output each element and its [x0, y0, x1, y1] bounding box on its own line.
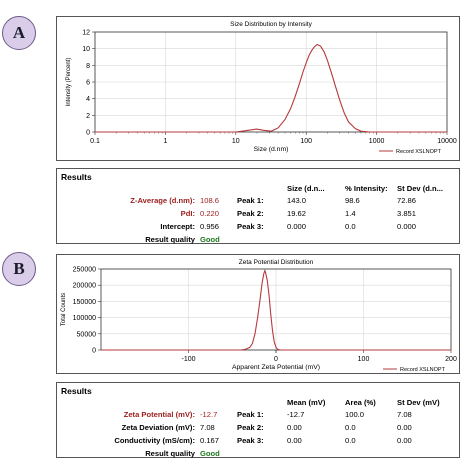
chart-title: Size Distribution by Intensity: [230, 21, 312, 28]
y-tick-label: 2: [86, 113, 90, 120]
peak-value: -12.7: [287, 410, 305, 419]
peak-value: 0.0: [345, 222, 356, 231]
size-results-table: Results Size (d.n... % Intensity: St Dev (d…: [57, 169, 459, 244]
panel-a-badge: A: [2, 16, 36, 50]
panel-b-badge: B: [2, 252, 36, 286]
result-value: 0.220: [200, 209, 220, 218]
peak-label: Peak 3:: [237, 436, 264, 445]
size-distribution-chart: Size Distribution by Intensity 0 2 4 6 8 10 12 0…: [66, 21, 457, 155]
x-tick-label: 200: [445, 356, 457, 363]
peak-value: 0.00: [287, 423, 302, 432]
legend-label: Record XSLNOPT: [396, 149, 442, 155]
result-label: Conductivity (mS/cm):: [114, 436, 195, 445]
x-tick-label: 10: [232, 138, 240, 145]
x-tick-label: 1: [163, 138, 167, 145]
results-column-header: Mean (mV): [287, 398, 326, 407]
panel-b-letter: B: [13, 259, 25, 278]
peak-label: Peak 3:: [237, 222, 264, 231]
zeta-results-table: Results Mean (mV) Area (%) St Dev (mV) Zeta …: [57, 383, 459, 458]
result-value: 0.167: [200, 436, 220, 445]
peak-value: 98.6: [345, 196, 360, 205]
zeta-potential-chart: Zeta Potential Distribution 0 50000 100000 1…: [61, 259, 457, 373]
x-tick-label: 100: [300, 138, 312, 145]
plot-frame: [100, 268, 452, 351]
x-tick-label: 100: [358, 356, 370, 363]
peak-value: 0.00: [397, 436, 412, 445]
y-tick-label: 8: [86, 63, 90, 70]
peak-value: 143.0: [287, 196, 307, 205]
peak-label: Peak 2:: [237, 423, 264, 432]
results-column-header: St Dev (d.n...: [397, 184, 443, 193]
zeta-chart-panel: Zeta Potential Distribution 0 50000 100000 1…: [56, 254, 460, 374]
result-value: 7.08: [200, 423, 215, 432]
y-tick-label: 10: [82, 46, 90, 53]
result-label: Zeta Deviation (mV):: [121, 423, 195, 432]
y-axis-label: Total Counts: [61, 293, 67, 326]
y-tick-label: 150000: [73, 299, 96, 306]
results-column-header: Area (%): [345, 398, 376, 407]
results-heading: Results: [61, 172, 92, 182]
result-quality-label: Result quality: [145, 235, 195, 244]
plot-frame: [94, 31, 448, 133]
size-results-panel: Results Size (d.n... % Intensity: St Dev (d…: [56, 168, 460, 244]
peak-value: 100.0: [345, 410, 365, 419]
y-tick-label: 12: [82, 30, 90, 37]
y-tick-label: 0: [86, 130, 90, 137]
result-quality-label: Result quality: [145, 449, 195, 458]
peak-label: Peak 1:: [237, 196, 264, 205]
results-column-header: Size (d.n...: [287, 184, 325, 193]
y-tick-label: 6: [86, 80, 90, 87]
x-tick-label: 0: [274, 356, 278, 363]
peak-value: 3.851: [397, 209, 417, 218]
panel-a-letter: A: [12, 23, 26, 42]
x-tick-label: -100: [181, 356, 195, 363]
y-tick-label: 200000: [73, 283, 96, 290]
x-axis-label: Apparent Zeta Potential (mV): [232, 364, 320, 371]
y-tick-label: 100000: [73, 315, 96, 322]
chart-title: Zeta Potential Distribution: [239, 259, 314, 266]
result-value: -12.7: [200, 410, 218, 419]
series-line: [95, 43, 447, 133]
peak-value: 0.000: [287, 222, 307, 231]
peak-value: 0.000: [397, 222, 417, 231]
x-axis-label: Size (d.nm): [254, 146, 289, 153]
peak-value: 0.0: [345, 436, 356, 445]
x-tick-label: 1000: [369, 138, 385, 145]
results-heading: Results: [61, 386, 92, 396]
peak-value: 72.86: [397, 196, 417, 205]
peak-value: 0.00: [397, 423, 412, 432]
result-label: Zeta Potential (mV):: [123, 410, 195, 419]
peak-label: Peak 2:: [237, 209, 264, 218]
peak-value: 1.4: [345, 209, 356, 218]
y-tick-label: 0: [92, 348, 96, 355]
peak-value: 19.62: [287, 209, 307, 218]
x-tick-label: 10000: [437, 138, 457, 145]
result-label: Z-Average (d.nm):: [130, 196, 195, 205]
peak-label: Peak 1:: [237, 410, 264, 419]
result-label: Intercept:: [160, 222, 195, 231]
zeta-results-panel: Results Mean (mV) Area (%) St Dev (mV) Zeta …: [56, 382, 460, 458]
result-value: 108.6: [200, 196, 220, 205]
size-chart-panel: Size Distribution by Intensity 0 2 4 6 8 10 12 0…: [56, 16, 460, 161]
y-tick-label: 4: [86, 96, 90, 103]
y-tick-label: 50000: [77, 331, 97, 338]
result-quality-value: Good: [200, 235, 220, 244]
results-column-header: St Dev (mV): [397, 398, 440, 407]
result-label: PdI:: [180, 209, 195, 218]
x-tick-label: 0.1: [90, 138, 100, 145]
peak-value: 0.0: [345, 423, 356, 432]
peak-value: 0.00: [287, 436, 302, 445]
y-axis-label: Intensity (Percent): [66, 58, 72, 107]
results-column-header: % Intensity:: [345, 184, 388, 193]
result-quality-value: Good: [200, 449, 220, 458]
result-value: 0.956: [200, 222, 220, 231]
series-line: [101, 269, 451, 351]
peak-value: 7.08: [397, 410, 412, 419]
legend-label: Record XSLNOPT: [400, 367, 446, 373]
y-tick-label: 250000: [73, 267, 96, 274]
